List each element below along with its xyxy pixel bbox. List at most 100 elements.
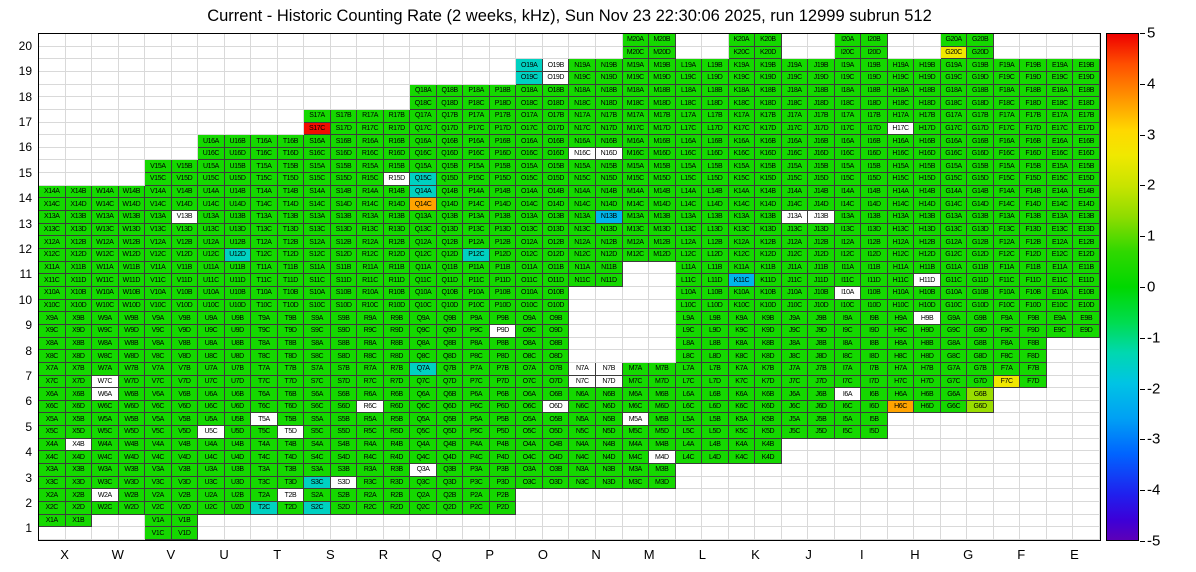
channel-cell-W14C: W14C xyxy=(92,198,119,212)
channel-cell-P12A: P12A xyxy=(463,236,490,250)
channel-cell-I12D: I12D xyxy=(861,249,888,262)
channel-cell-S12B: S12B xyxy=(330,236,358,250)
empty-grid-cell xyxy=(808,464,835,477)
channel-cell-O9B: O9B xyxy=(542,312,570,325)
colorbar-tick xyxy=(1140,541,1145,542)
empty-grid-cell xyxy=(171,46,199,60)
channel-cell-T11D: T11D xyxy=(277,274,305,287)
empty-grid-cell xyxy=(649,312,676,325)
channel-cell-G13B: G13B xyxy=(967,211,994,224)
empty-grid-cell xyxy=(410,514,437,528)
channel-cell-Q11A: Q11A xyxy=(410,261,437,275)
channel-cell-N5B: N5B xyxy=(596,413,623,427)
channel-cell-F13A: F13A xyxy=(993,211,1021,224)
channel-cell-O17B: O17B xyxy=(542,109,570,123)
channel-cell-L6A: L6A xyxy=(675,388,703,401)
channel-cell-F7C: F7C xyxy=(993,375,1021,389)
empty-grid-cell xyxy=(410,71,437,85)
channel-cell-L17C: L17C xyxy=(675,122,703,136)
channel-cell-G9A: G9A xyxy=(940,312,968,325)
channel-cell-I12A: I12A xyxy=(834,236,862,250)
empty-grid-cell xyxy=(887,438,915,452)
empty-grid-cell xyxy=(330,514,358,528)
channel-cell-Q18C: Q18C xyxy=(410,97,437,110)
channel-cell-S16B: S16B xyxy=(330,135,358,148)
channel-cell-H17A: H17A xyxy=(887,109,915,123)
empty-grid-cell xyxy=(357,514,384,528)
channel-cell-T3B: T3B xyxy=(277,464,305,477)
y-axis-label: 10 xyxy=(18,292,32,307)
channel-cell-N15B: N15B xyxy=(596,160,623,174)
channel-cell-S12C: S12C xyxy=(304,249,331,262)
channel-cell-J11C: J11C xyxy=(781,274,809,287)
channel-cell-X10D: X10D xyxy=(65,299,93,313)
channel-cell-X12B: X12B xyxy=(65,236,93,250)
channel-cell-N17B: N17B xyxy=(596,109,623,123)
channel-cell-Q18B: Q18B xyxy=(436,84,464,98)
channel-cell-T2B: T2B xyxy=(277,489,305,503)
channel-cell-L15D: L15D xyxy=(702,173,729,186)
channel-cell-U16A: U16A xyxy=(198,135,225,148)
channel-cell-M15B: M15B xyxy=(649,160,676,174)
empty-grid-cell xyxy=(463,34,490,47)
channel-cell-T15A: T15A xyxy=(251,160,278,174)
channel-cell-N6D: N6D xyxy=(596,400,623,414)
channel-cell-X9C: X9C xyxy=(39,324,66,338)
channel-cell-N15C: N15C xyxy=(569,173,597,186)
channel-cell-P8A: P8A xyxy=(463,337,490,351)
channel-cell-G13D: G13D xyxy=(967,223,994,237)
empty-grid-cell xyxy=(357,84,384,98)
channel-cell-K4D: K4D xyxy=(755,451,782,465)
channel-cell-X8A: X8A xyxy=(39,337,66,351)
channel-cell-O3B: O3B xyxy=(542,464,570,477)
empty-grid-cell xyxy=(1073,375,1100,389)
channel-cell-P14D: P14D xyxy=(489,198,517,212)
channel-cell-N13A: N13A xyxy=(569,211,597,224)
channel-cell-I17B: I17B xyxy=(861,109,888,123)
channel-cell-K19D: K19D xyxy=(755,71,782,85)
channel-cell-V15C: V15C xyxy=(145,173,172,186)
channel-cell-I18B: I18B xyxy=(861,84,888,98)
channel-cell-L17B: L17B xyxy=(702,109,729,123)
channel-cell-V11D: V11D xyxy=(171,274,199,287)
empty-grid-cell xyxy=(357,59,384,72)
empty-grid-cell xyxy=(967,438,994,452)
channel-cell-O4D: O4D xyxy=(542,451,570,465)
channel-cell-U5A: U5A xyxy=(198,413,225,427)
empty-grid-cell xyxy=(1073,489,1100,503)
empty-grid-cell xyxy=(542,489,570,503)
channel-cell-T5A: T5A xyxy=(251,413,278,427)
empty-grid-cell xyxy=(1073,502,1100,515)
channel-cell-E12B: E12B xyxy=(1073,236,1100,250)
channel-cell-P14A: P14A xyxy=(463,185,490,199)
channel-cell-F9A: F9A xyxy=(993,312,1021,325)
empty-grid-cell xyxy=(569,286,597,300)
empty-grid-cell xyxy=(993,34,1021,47)
channel-cell-P4D: P4D xyxy=(489,451,517,465)
empty-grid-cell xyxy=(1046,464,1074,477)
channel-cell-K4B: K4B xyxy=(755,438,782,452)
empty-grid-cell xyxy=(198,109,225,123)
x-axis-label: X xyxy=(60,547,69,562)
empty-grid-cell xyxy=(834,527,862,540)
channel-cell-X1A: X1A xyxy=(39,514,66,528)
channel-cell-K11D: K11D xyxy=(755,274,782,287)
channel-cell-H10C: H10C xyxy=(887,299,915,313)
channel-cell-S9A: S9A xyxy=(304,312,331,325)
channel-cell-S8A: S8A xyxy=(304,337,331,351)
channel-cell-H11D: H11D xyxy=(914,274,941,287)
channel-cell-F8B: F8B xyxy=(1020,337,1047,351)
channel-cell-N11B: N11B xyxy=(596,261,623,275)
channel-cell-S8B: S8B xyxy=(330,337,358,351)
channel-cell-I13D: I13D xyxy=(861,223,888,237)
empty-grid-cell xyxy=(728,476,756,490)
channel-cell-J19B: J19B xyxy=(808,59,835,72)
empty-grid-cell xyxy=(516,46,543,60)
empty-grid-cell xyxy=(622,350,650,363)
channel-cell-T8B: T8B xyxy=(277,337,305,351)
channel-cell-U10C: U10C xyxy=(198,299,225,313)
empty-grid-cell xyxy=(596,46,623,60)
channel-cell-K5A: K5A xyxy=(728,413,756,427)
channel-cell-X8C: X8C xyxy=(39,350,66,363)
empty-grid-cell xyxy=(277,46,305,60)
